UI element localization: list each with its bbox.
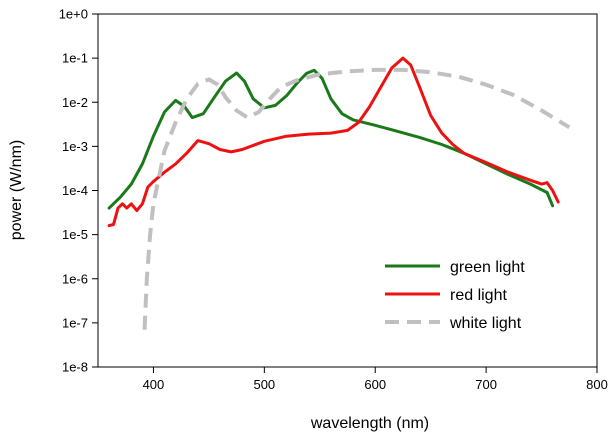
y-tick-label: 1e-8 [62,360,88,375]
y-tick-label: 1e-6 [62,271,88,286]
y-tick-label: 1e-1 [62,51,88,66]
x-tick-label: 700 [475,377,497,392]
legend-label: green light [450,259,525,276]
y-tick-label: 1e+0 [59,7,88,22]
y-tick-label: 1e-2 [62,95,88,110]
x-tick-label: 800 [586,377,608,392]
legend: green light red light white light [385,259,525,332]
y-tick-label: 1e-3 [62,139,88,154]
legend-label: red light [450,287,507,304]
y-tick-label: 1e-4 [62,183,88,198]
x-tick-label: 500 [253,377,275,392]
axes-layer: 400 500 600 700 800 1e-8 1e-7 1e-6 1e-5 1e-4 1e-3 1… [59,7,608,393]
x-axis-title: wavelength (nm) [310,415,429,432]
plot-area [97,13,598,368]
legend-label: white light [449,315,522,332]
plot-frame [97,13,598,368]
series-layer [107,56,571,330]
x-tick-label: 400 [143,377,165,392]
series-line-white-light [142,67,571,330]
y-tick-label: 1e-7 [62,315,88,330]
y-tick-label: 1e-5 [62,227,88,242]
series-line-red-light [107,56,560,228]
x-tick-label: 600 [364,377,386,392]
y-axis-title: power (W/nm) [8,140,25,240]
series-line-green-light [107,68,555,210]
